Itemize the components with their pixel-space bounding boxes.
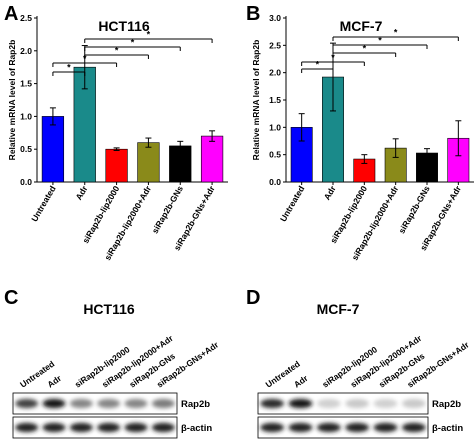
blot-band: [260, 422, 285, 433]
blot-band: [124, 422, 148, 433]
y-tick-label: 1.0: [20, 111, 32, 121]
blot-row-label: Rap2b: [181, 399, 210, 410]
category-label: Untreated: [278, 184, 307, 223]
y-tick-label: 0.5: [269, 150, 281, 160]
significance-star: *: [316, 60, 320, 70]
category-label: Untreated: [29, 184, 58, 223]
blot-band: [373, 398, 398, 409]
blot-c-title: HCT116: [83, 301, 135, 317]
bar-2: [105, 148, 128, 183]
y-tick-label: 0.0: [269, 177, 281, 187]
blot-band: [151, 398, 175, 409]
blot-band: [97, 422, 121, 433]
blot-row-label: β-actin: [432, 423, 463, 434]
panel-letter-b: B: [246, 3, 260, 25]
y-axis-label: Relative mRNA level of Rap2b: [251, 40, 261, 161]
bar-4: [169, 145, 192, 183]
y-tick-label: 0.0: [20, 177, 32, 187]
blot-band: [15, 398, 39, 409]
blot-band: [288, 422, 313, 433]
blot-band: [124, 398, 148, 409]
blot-row-label: Rap2b: [432, 399, 461, 410]
panel-letter-a: A: [4, 3, 18, 25]
blot-strip: [257, 392, 429, 415]
blot-band: [260, 398, 285, 409]
blot-band: [69, 398, 93, 409]
y-tick-label: 2.5: [20, 13, 32, 23]
category-label: Adr: [322, 183, 338, 201]
category-label: siRap2b-GNs: [150, 184, 185, 235]
y-tick-label: 1.5: [269, 95, 281, 105]
chart-b-title: MCF-7: [340, 18, 383, 34]
blot-band: [401, 398, 426, 409]
blot-band: [42, 422, 66, 433]
panel-letter-d: D: [246, 287, 260, 309]
blot-strip: [257, 416, 429, 439]
significance-star: *: [131, 38, 135, 48]
blot-d-title: MCF-7: [317, 301, 360, 317]
y-tick-label: 1.5: [20, 79, 32, 89]
blot-row-label: β-actin: [181, 423, 212, 434]
significance-star: *: [378, 36, 382, 46]
y-tick-label: 1.0: [269, 122, 281, 132]
blot-band: [316, 422, 341, 433]
y-tick-label: 2.5: [269, 40, 281, 50]
blot-band: [288, 398, 313, 409]
significance-star: *: [363, 44, 367, 54]
significance-star: *: [115, 46, 119, 56]
chart-b: 0.0 0.5 1.0 1.5 2.0 2.5 3.0 Relative mRNA level…: [251, 13, 474, 262]
chart-a: 0.0 0.5 1.0 1.5 2.0 2.5 Relative mRNA level of…: [7, 13, 228, 262]
blot-band: [69, 422, 93, 433]
bar-5: [200, 135, 224, 183]
blot-band: [373, 422, 398, 433]
significance-star: *: [331, 53, 335, 63]
blot-strip: [12, 416, 178, 439]
y-tick-label: 2.0: [20, 46, 32, 56]
panel-letter-c: C: [4, 287, 18, 309]
blot-band: [97, 398, 121, 409]
y-tick-label: 3.0: [269, 13, 281, 23]
blot-band: [15, 422, 39, 433]
bar-0: [41, 116, 65, 183]
blot-strip: [12, 392, 178, 415]
significance-star: *: [67, 63, 71, 73]
category-label: siRap2b-GNs: [396, 184, 431, 235]
blot-band: [151, 422, 175, 433]
bar-3: [137, 142, 160, 183]
significance-star: *: [394, 28, 398, 38]
blot-band: [316, 398, 341, 409]
y-tick-label: 2.0: [269, 68, 281, 78]
blot-band: [42, 398, 66, 409]
blot-band: [345, 422, 370, 433]
chart-a-title: HCT116: [98, 18, 150, 34]
y-tick-label: 0.5: [20, 144, 32, 154]
lane-label: Adr: [45, 373, 63, 390]
category-label: Adr: [74, 183, 90, 201]
significance-star: *: [147, 30, 151, 40]
lane-label: Adr: [292, 373, 310, 390]
blot-band: [401, 422, 426, 433]
y-axis-label: Relative mRNA level of Rap2b: [7, 40, 17, 161]
blot-band: [345, 398, 370, 409]
